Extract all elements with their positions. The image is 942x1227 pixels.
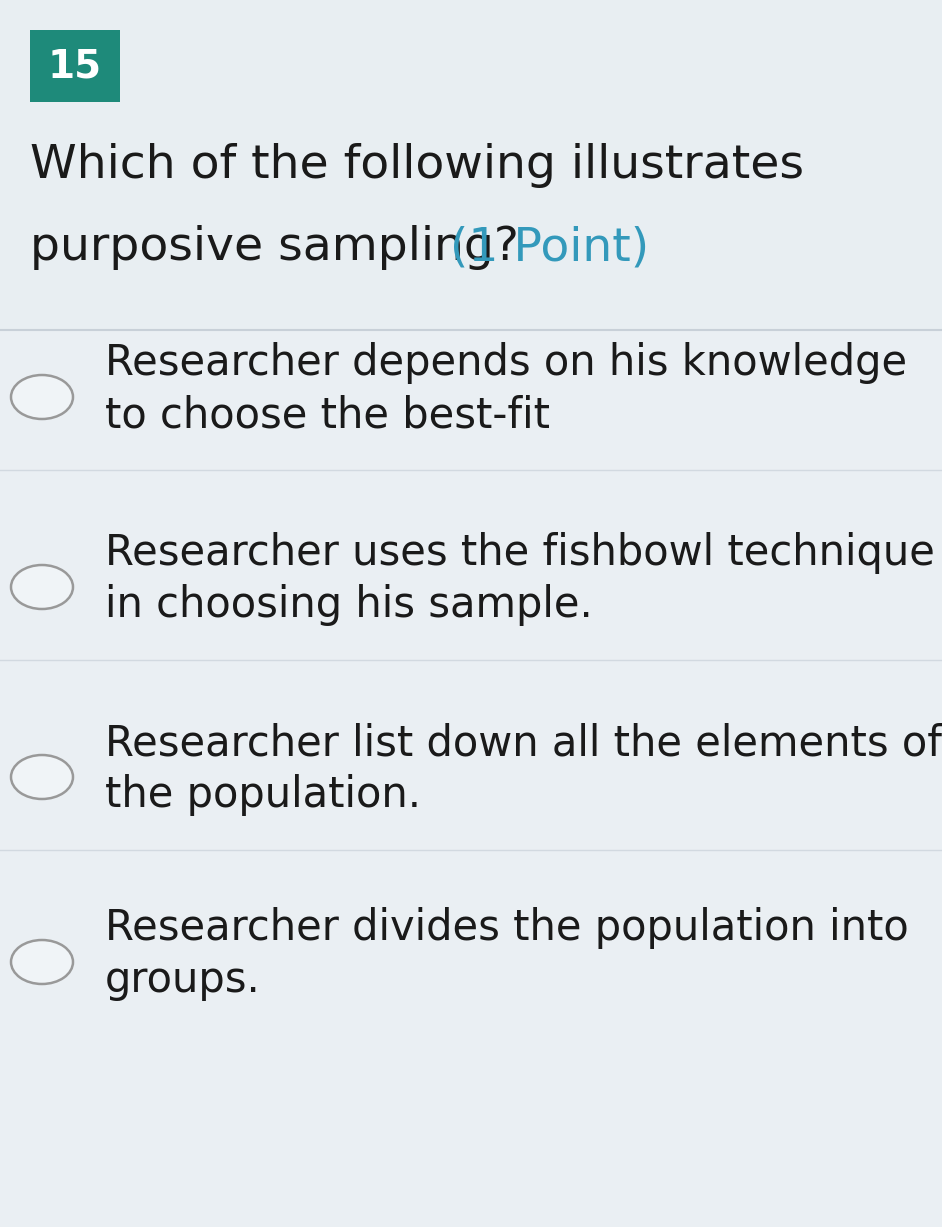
Text: groups.: groups. [105,960,261,1001]
Text: (1 Point): (1 Point) [450,226,649,270]
Text: purposive sampling?: purposive sampling? [30,226,534,270]
Ellipse shape [11,564,73,609]
Text: 15: 15 [48,47,102,85]
Text: Researcher list down all the elements of: Researcher list down all the elements of [105,721,942,764]
Bar [0,0,942,330]
Text: in choosing his sample.: in choosing his sample. [105,584,593,626]
Ellipse shape [11,940,73,984]
Text: Researcher divides the population into: Researcher divides the population into [105,907,909,948]
Text: Researcher uses the fishbowl technique: Researcher uses the fishbowl technique [105,533,934,574]
Bar [30,29,120,102]
Ellipse shape [11,755,73,799]
Text: Which of the following illustrates: Which of the following illustrates [30,142,804,188]
Text: Researcher depends on his knowledge: Researcher depends on his knowledge [105,342,907,384]
Ellipse shape [11,375,73,418]
Text: to choose the best-fit: to choose the best-fit [105,394,550,436]
Text: the population.: the population. [105,774,421,816]
Bar [0,330,942,1227]
